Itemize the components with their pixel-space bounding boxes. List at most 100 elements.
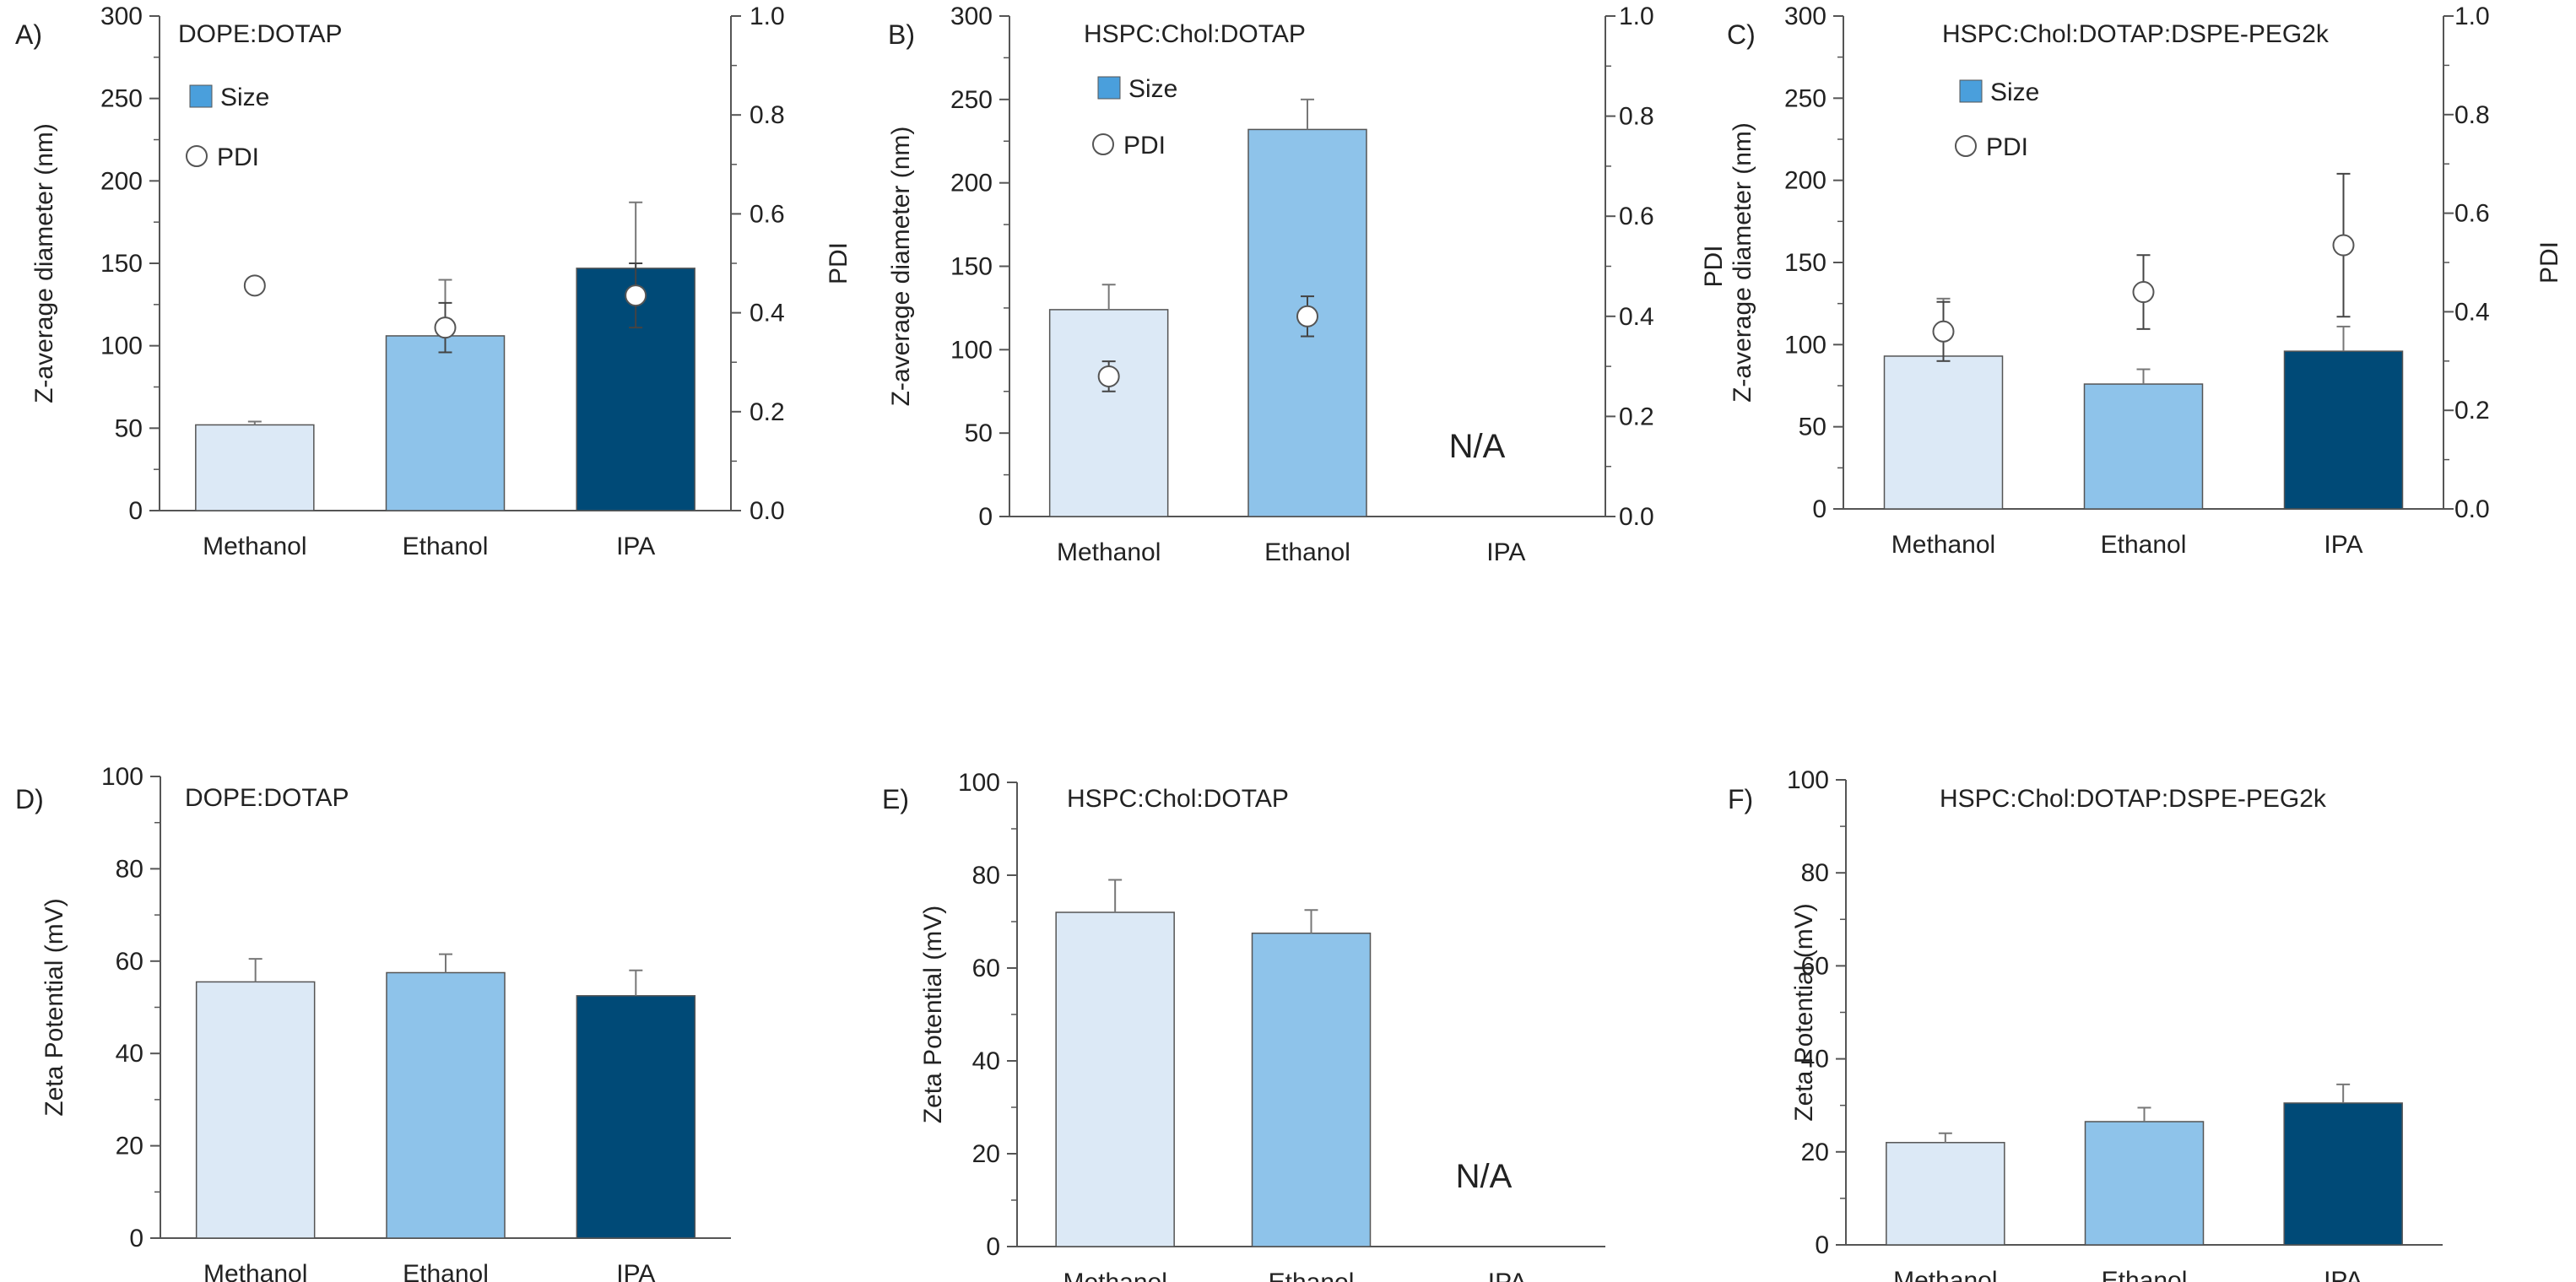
chart-panel-d: D) DOPE:DOTAP 0 20 40 60 80 100 Zeta Potential (…	[15, 763, 731, 1282]
y-axis-title: Z-average diameter (nm)	[887, 127, 915, 407]
chart-panel-e: E) HSPC:Chol:DOTAP 0 20 40 60 80 100 Zeta Potent…	[882, 769, 1605, 1282]
x-tick-label: IPA	[2324, 1267, 2362, 1282]
legend-pdi-label: PDI	[217, 143, 259, 171]
panel-label: E)	[882, 784, 909, 814]
y-tick-label: 0	[986, 1233, 1000, 1261]
pdi-marker-methanol	[1097, 365, 1120, 387]
x-tick-label: Ethanol	[2101, 531, 2187, 559]
y-tick-label: 80	[1801, 859, 1829, 887]
x-tick-label: IPA	[2324, 531, 2362, 559]
y-tick-label: 100	[100, 333, 143, 360]
y2-tick-label: 0.2	[1619, 403, 1654, 430]
pdi-marker-methanol	[243, 274, 266, 297]
x-tick-label: Methanol	[203, 533, 306, 560]
panel-label: D)	[15, 784, 44, 814]
x-tick-label: IPA	[1488, 1268, 1527, 1282]
legend-size-label: Size	[220, 84, 269, 111]
y-tick-label: 0	[128, 497, 143, 525]
y-tick-label: 0	[129, 1225, 143, 1252]
y2-tick-label: 0.8	[2454, 101, 2490, 129]
y2-tick-label: 0.2	[750, 398, 785, 426]
legend-size-swatch	[189, 84, 213, 108]
bar-ethanol	[1251, 933, 1372, 1247]
y-axis-title: Zeta Potential (mV)	[919, 906, 947, 1123]
y2-tick-label: 0.4	[750, 300, 785, 327]
legend-pdi-label: PDI	[1986, 133, 2028, 161]
y-tick-label: 60	[1801, 952, 1829, 980]
y-tick-label: 100	[958, 769, 1000, 797]
y-tick-label: 300	[950, 3, 993, 30]
panel-label: B)	[888, 19, 915, 50]
y-tick-label: 60	[972, 955, 1000, 982]
bar-ipa	[2283, 350, 2404, 510]
chart-title: HSPC:Chol:DOTAP:DSPE-PEG2k	[1942, 20, 2330, 48]
chart-panel-c: C) HSPC:Chol:DOTAP:DSPE-PEG2k 0 50 100 150 200…	[1727, 3, 2563, 559]
y-tick-label: 50	[115, 414, 143, 442]
y2-tick-label: 0.4	[2454, 298, 2490, 326]
y-tick-label: 20	[116, 1133, 143, 1160]
legend-size-label: Size	[1128, 75, 1177, 103]
y-tick-label: 80	[972, 862, 1000, 890]
x-tick-label: Methanol	[1063, 1268, 1166, 1282]
legend-size-swatch	[1097, 76, 1121, 100]
y-tick-label: 0	[1815, 1231, 1829, 1259]
pdi-marker-ipa	[625, 284, 647, 307]
bar-ethanol	[2083, 383, 2204, 510]
y-tick-label: 200	[100, 167, 143, 195]
y-tick-label: 100	[1787, 766, 1829, 794]
y2-axis-title: PDI	[1700, 245, 1728, 287]
y-tick-label: 20	[1801, 1139, 1829, 1166]
panel-label: A)	[15, 19, 42, 50]
x-tick-label: IPA	[1486, 538, 1525, 566]
y-axis-title: Z-average diameter (nm)	[1729, 122, 1756, 403]
y2-tick-label: 0.0	[1619, 503, 1654, 531]
y2-tick-label: 0.8	[750, 101, 785, 129]
y-tick-label: 300	[100, 3, 143, 30]
legend-pdi-marker	[186, 145, 208, 167]
legend-size-label: Size	[1990, 78, 2039, 106]
y-tick-label: 250	[100, 85, 143, 113]
y2-tick-label: 1.0	[750, 3, 785, 30]
y-tick-label: 60	[116, 948, 143, 976]
x-tick-label: Ethanol	[403, 533, 489, 560]
y2-tick-label: 0.6	[2454, 200, 2490, 228]
y-tick-label: 300	[1784, 3, 1826, 30]
y-tick-label: 40	[116, 1040, 143, 1068]
legend-pdi-label: PDI	[1123, 132, 1166, 160]
bar-ethanol	[386, 971, 506, 1239]
bar-ethanol	[385, 335, 506, 511]
y-tick-label: 50	[965, 419, 993, 447]
panel-label: F)	[1728, 784, 1753, 814]
pdi-marker-ethanol	[1296, 305, 1318, 327]
x-tick-label: Ethanol	[1264, 538, 1350, 566]
bar-ethanol	[2084, 1121, 2205, 1246]
y-tick-label: 250	[950, 86, 993, 114]
chart-panel-a: A) DOPE:DOTAP 0 50 100 150 200 250 300 Z-average …	[15, 3, 852, 560]
pdi-marker-methanol	[1932, 320, 1955, 343]
y-tick-label: 80	[116, 855, 143, 883]
chart-title: HSPC:Chol:DOTAP:DSPE-PEG2k	[1940, 785, 2327, 813]
y-tick-label: 150	[1784, 249, 1826, 277]
y2-axis-title: PDI	[825, 242, 852, 284]
y2-tick-label: 0.4	[1619, 303, 1654, 331]
y2-tick-label: 1.0	[1619, 3, 1654, 30]
y-tick-label: 200	[1784, 167, 1826, 195]
x-tick-label: Ethanol	[1269, 1268, 1355, 1282]
y-tick-label: 150	[100, 250, 143, 278]
y-axis-title: Zeta Potential (mV)	[41, 898, 68, 1116]
chart-panel-b: B) HSPC:Chol:DOTAP 0 50 100 150 200 250 300 Z-ave…	[887, 3, 1728, 566]
y-tick-label: 150	[950, 253, 993, 281]
chart-title: DOPE:DOTAP	[178, 20, 342, 48]
y2-tick-label: 0.6	[1619, 203, 1654, 230]
y-tick-label: 40	[972, 1047, 1000, 1075]
panel-label: C)	[1727, 19, 1756, 50]
bar-ipa	[576, 995, 696, 1239]
y-tick-label: 200	[950, 170, 993, 197]
y2-tick-label: 0.0	[2454, 495, 2490, 523]
y2-tick-label: 0.8	[1619, 103, 1654, 131]
y2-tick-label: 1.0	[2454, 3, 2490, 30]
x-tick-label: IPA	[616, 1260, 655, 1282]
y-tick-label: 100	[101, 763, 143, 791]
na-annotation: N/A	[1456, 1158, 1513, 1195]
